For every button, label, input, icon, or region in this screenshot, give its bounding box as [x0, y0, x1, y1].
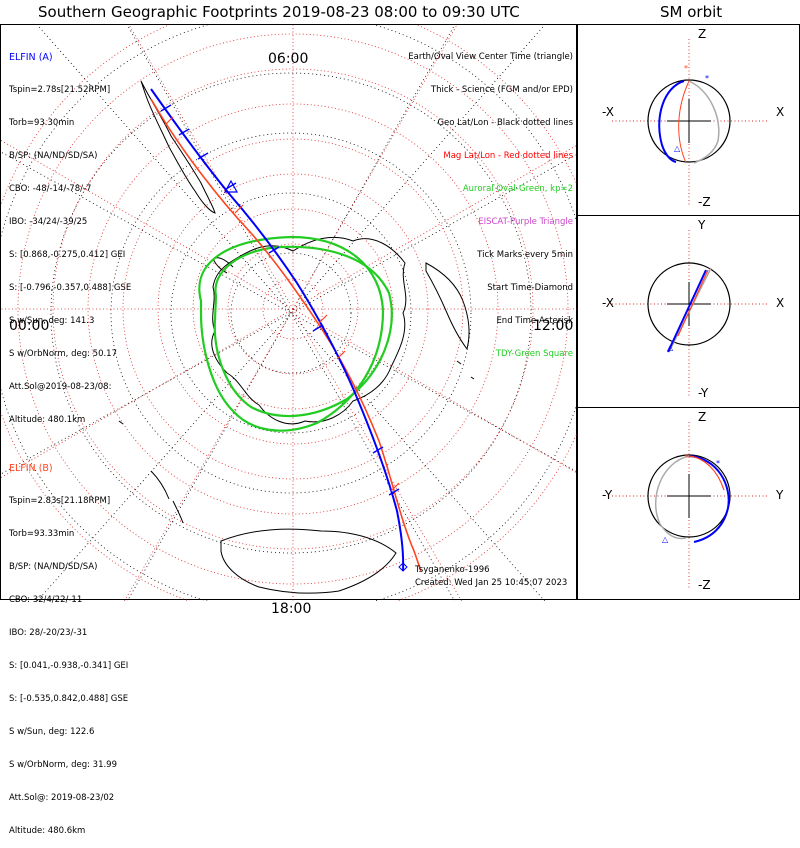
sm-xz-axis-right: X: [776, 105, 785, 119]
elfin-b-line: S: [0.041,-0.938,-0.341] GEI: [9, 661, 129, 671]
map-legend: Earth/Oval View Center Time (triangle) T…: [408, 30, 573, 371]
sm-xz-axis-top: Z: [698, 27, 707, 41]
sm-yz-axis-bottom: -Z: [698, 578, 711, 592]
elfin-b-line: B/SP: (NA/ND/SD/SA): [9, 562, 98, 572]
elfin-a-line: S w/Sun, deg: 141.3: [9, 316, 95, 326]
mlt-label-right: 12:00: [533, 318, 574, 334]
elfin-a-line: S w/OrbNorm, deg: 50.17: [9, 349, 118, 359]
svg-text:*: *: [705, 74, 709, 83]
svg-text:*: *: [684, 64, 688, 73]
sm-xz-axis-left: -X: [602, 105, 614, 119]
elfin-b-name: ELFIN (B): [9, 463, 53, 474]
elfin-a-ticks: [160, 104, 400, 496]
mlt-label-bottom: 18:00: [271, 601, 312, 617]
sm-orbit-title: SM orbit: [660, 3, 723, 21]
elfin-a-line: Altitude: 480.1km: [9, 415, 86, 425]
elfin-b-line: Tspin=2.83s[21.18RPM]: [9, 496, 111, 506]
elfin-a-name: ELFIN (A): [9, 52, 53, 63]
sm-yz-axis-top: Z: [698, 410, 707, 424]
sm-yz-axis-left: -Y: [602, 488, 613, 502]
elfin-b-line: Torb=93.33min: [9, 529, 75, 539]
legend-line: TDY-Green Square: [495, 349, 573, 359]
auroral-oval: [198, 235, 393, 432]
sm-xy-axis-top: Y: [698, 218, 706, 232]
sm-orbit-xy-panel: △ Y -Y -X X: [577, 215, 800, 408]
legend-line: End Time-Asterisk: [496, 316, 573, 326]
elfin-b-info: ELFIN (B) Tspin=2.83s[21.18RPM] Torb=93.…: [9, 441, 128, 848]
sm-yz-axis-right: Y: [776, 488, 784, 502]
polar-map: [1, 25, 578, 601]
legend-line: EISCAT-Purple Triangle: [478, 217, 573, 227]
sm-orbit-yz-panel: * * △ Z -Z -Y Y: [577, 407, 800, 600]
sm-xy-axis-left: -X: [602, 296, 614, 310]
elfin-b-line: Altitude: 480.6km: [9, 826, 86, 836]
mag-lon-spokes: [1, 25, 578, 601]
legend-line: Auroral Oval-Green, kp=2: [462, 184, 573, 194]
geo-lat-circles: [1, 25, 578, 601]
legend-line: Mag Lat/Lon - Red dotted lines: [443, 151, 573, 161]
mlt-label-left: 00:00: [9, 318, 50, 334]
elfin-b-line: CBO: 32/4/22/-11: [9, 595, 83, 605]
elfin-b-line: S: [-0.535,0.842,0.488] GSE: [9, 694, 129, 704]
elfin-a-track: [150, 88, 405, 572]
sm-orbit-xz-panel: * * △ Z -Z -X X: [577, 24, 800, 216]
sm-xz-axis-bottom: -Z: [698, 195, 711, 209]
svg-text:*: *: [685, 453, 689, 462]
elfin-b-line: Att.Sol@: 2019-08-23/02: [9, 793, 115, 803]
model-note: Tsyganenko-1996: [415, 565, 490, 575]
legend-line: Geo Lat/Lon - Black dotted lines: [437, 118, 573, 128]
mlt-label-top: 06:00: [268, 51, 309, 67]
elfin-a-line: S: [-0.796,-0.357,0.488] GSE: [9, 283, 132, 293]
elfin-a-line: B/SP: (NA/ND/SD/SA): [9, 151, 98, 161]
elfin-a-line: CBO: -48/-14/-78/-7: [9, 184, 92, 194]
svg-text:△: △: [662, 535, 669, 544]
sm-yz-plot: * * △: [612, 422, 768, 588]
svg-text:*: *: [716, 459, 720, 468]
elfin-b-line: S w/Sun, deg: 122.6: [9, 727, 95, 737]
elfin-a-info: ELFIN (A) Tspin=2.78s[21.52RPM] Torb=93.…: [9, 30, 131, 437]
elfin-a-line: Att.Sol@2019-08-23/08:: [9, 382, 112, 392]
view-center-triangle: [223, 179, 239, 193]
sm-xy-plot: △: [612, 230, 768, 396]
legend-line: Earth/Oval View Center Time (triangle): [408, 52, 573, 62]
elfin-a-line: IBO: -34/24/-39/25: [9, 217, 88, 227]
sm-xz-plot: * * △: [612, 39, 768, 205]
sm-xy-axis-right: X: [776, 296, 785, 310]
elfin-a-line: Tspin=2.78s[21.52RPM]: [9, 85, 111, 95]
svg-text:△: △: [667, 343, 674, 352]
created-note: Created: Wed Jan 25 10:45:07 2023: [415, 578, 568, 588]
footprint-map-panel: 06:00 00:00 12:00 18:00: [0, 24, 578, 617]
elfin-b-line: S w/OrbNorm, deg: 31.99: [9, 760, 118, 770]
start-diamond-marker: [398, 562, 408, 572]
elfin-b-ticks: [164, 116, 400, 492]
elfin-a-line: Torb=93.30min: [9, 118, 75, 128]
legend-line: Thick - Science (FGM and/or EPD): [430, 85, 573, 95]
mag-lat-circles: [1, 25, 578, 601]
elfin-a-line: S: [0.868,-0.275,0.412] GEI: [9, 250, 126, 260]
legend-line: Tick Marks every 5min: [477, 250, 573, 260]
svg-text:△: △: [674, 144, 681, 153]
legend-line: Start Time-Diamond: [487, 283, 573, 293]
elfin-b-line: IBO: 28/-20/23/-31: [9, 628, 88, 638]
main-title: Southern Geographic Footprints 2019-08-2…: [38, 3, 520, 21]
sm-xy-axis-bottom: -Y: [698, 386, 709, 400]
